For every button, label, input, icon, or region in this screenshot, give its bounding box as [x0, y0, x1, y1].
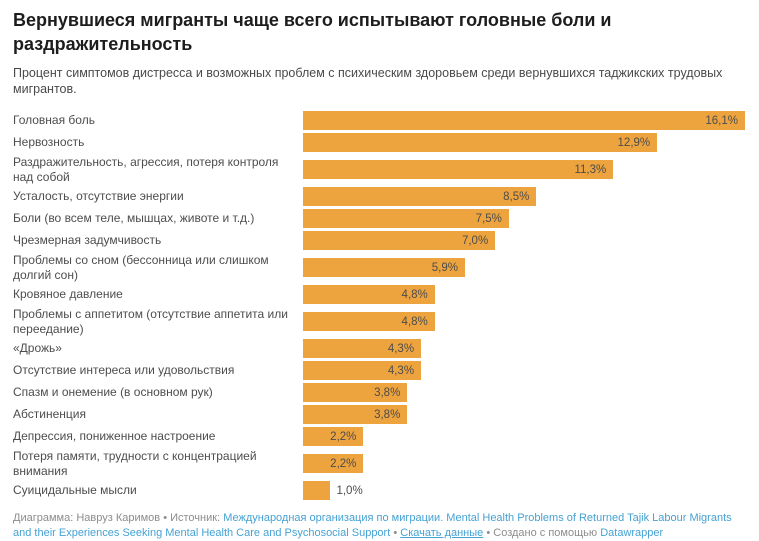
footer-separator: • — [163, 512, 168, 524]
bar-chart: Головная боль 16,1% Нервозность 12,9% Ра… — [13, 111, 745, 500]
bar-row: Депрессия, пониженное настроение 2,2% — [13, 427, 745, 446]
bar-label: Нервозность — [13, 135, 85, 150]
byline: Диаграмма: Навруз Каримов — [13, 512, 161, 524]
bar-area: 8,5% — [303, 187, 745, 206]
bar-value-label: 3,8% — [374, 386, 401, 399]
bar-label: Усталость, отсутствие энергии — [13, 189, 184, 204]
bar: 5,9% — [303, 258, 465, 277]
bar-label: Боли (во всем теле, мышцах, животе и т.д… — [13, 211, 255, 226]
bar-value-label: 2,2% — [330, 430, 357, 443]
bar-area: 7,0% — [303, 231, 745, 250]
bar: 16,1% — [303, 111, 745, 130]
bar-label: Чрезмерная задумчивость — [13, 233, 162, 248]
chart-footer: Диаграмма: Навруз Каримов • Источник: Ме… — [13, 511, 745, 541]
bar-label: Суицидальные мысли — [13, 483, 137, 498]
bar-label: Кровяное давление — [13, 287, 123, 302]
bar-value-label: 4,8% — [401, 315, 428, 328]
bar-value-label: 4,8% — [401, 288, 428, 301]
bar-area: 16,1% — [303, 111, 745, 130]
bar: 2,2% — [303, 427, 364, 446]
bar: 11,3% — [303, 160, 614, 179]
bar-label: Потеря памяти, трудности с концентрацией… — [13, 449, 257, 478]
bar-area: 2,2% — [303, 427, 745, 446]
bar-label: Депрессия, пониженное настроение — [13, 429, 216, 444]
bar-area: 7,5% — [303, 209, 745, 228]
bar: 1,0% — [303, 481, 363, 500]
bar: 3,8% — [303, 405, 408, 424]
bar-label: Проблемы со сном (бессонница или слишком… — [13, 253, 269, 282]
bar: 4,8% — [303, 312, 435, 331]
bar-value-label: 4,3% — [387, 342, 415, 355]
bar-row: Боли (во всем теле, мышцах, животе и т.д… — [13, 209, 745, 228]
bar-area: 3,8% — [303, 383, 745, 402]
bar-row: Кровяное давление 4,8% — [13, 285, 745, 304]
bar: 4,3% — [303, 339, 422, 358]
bar-row: Нервозность 12,9% — [13, 133, 745, 152]
bar-area: 11,3% — [303, 160, 745, 179]
bar-value-label: 2,2% — [330, 457, 357, 470]
bar-area: 2,2% — [303, 454, 745, 473]
bar-label: Раздражительность, агрессия, потеря конт… — [13, 155, 279, 184]
bar: 4,3% — [303, 361, 422, 380]
bar-row: Раздражительность, агрессия, потеря конт… — [13, 155, 745, 184]
bar-row: Проблемы с аппетитом (отсутствие аппетит… — [13, 307, 745, 336]
bar-label: Спазм и онемение (в основном рук) — [13, 385, 213, 400]
bar-row: Суицидальные мысли 1,0% — [13, 481, 745, 500]
bar-row: Спазм и онемение (в основном рук) 3,8% — [13, 383, 745, 402]
bar-value-label: 1,0% — [336, 484, 363, 497]
bar-row: Абстиненция 3,8% — [13, 405, 745, 424]
bar: 12,9% — [303, 133, 658, 152]
bar: 7,0% — [303, 231, 496, 250]
bar-label: Абстиненция — [13, 407, 86, 422]
bar-value-label: 8,5% — [503, 190, 530, 203]
bar-label: «Дрожь» — [13, 341, 62, 356]
chart-subtitle: Процент симптомов дистресса и возможных … — [13, 66, 723, 96]
source-label: Источник: — [170, 512, 221, 524]
bar-row: Отсутствие интереса или удовольствия 4,3… — [13, 361, 745, 380]
bar-value-label: 7,0% — [461, 234, 489, 247]
bar-row: Потеря памяти, трудности с концентрацией… — [13, 449, 745, 478]
bar-area: 12,9% — [303, 133, 745, 152]
bar-row: Проблемы со сном (бессонница или слишком… — [13, 253, 745, 282]
created-with-label: Создано с помощью — [493, 527, 598, 539]
bar: 3,8% — [303, 383, 408, 402]
bar-area: 3,8% — [303, 405, 745, 424]
bar-value-label: 7,5% — [475, 212, 502, 225]
bar-area: 1,0% — [303, 481, 745, 500]
bar-row: «Дрожь» 4,3% — [13, 339, 745, 358]
bar-row: Усталость, отсутствие энергии 8,5% — [13, 187, 745, 206]
bar-row: Чрезмерная задумчивость 7,0% — [13, 231, 745, 250]
bar: 2,2% — [303, 454, 364, 473]
download-data-link[interactable]: Скачать данные — [400, 527, 484, 539]
datawrapper-link[interactable]: Datawrapper — [600, 527, 664, 539]
bar: 7,5% — [303, 209, 509, 228]
footer-separator: • — [393, 527, 398, 539]
bar-value-label: 12,9% — [617, 136, 651, 149]
bar-area: 4,8% — [303, 285, 745, 304]
bar-value-label: 11,3% — [574, 163, 607, 176]
bar: 8,5% — [303, 187, 537, 206]
bar-value-label: 16,1% — [705, 114, 738, 127]
bar-row: Головная боль 16,1% — [13, 111, 745, 130]
bar-label: Головная боль — [13, 113, 95, 128]
bar-value-label: 4,3% — [387, 364, 415, 377]
bar-area: 4,8% — [303, 312, 745, 331]
bar-label: Отсутствие интереса или удовольствия — [13, 363, 235, 378]
bar: 4,8% — [303, 285, 435, 304]
bar-value-label: 3,8% — [374, 408, 401, 421]
bar-value-label: 5,9% — [431, 261, 458, 274]
bar-area: 4,3% — [303, 361, 745, 380]
bar-area: 5,9% — [303, 258, 745, 277]
chart-title: Вернувшиеся мигранты чаще всего испытыва… — [13, 10, 612, 54]
bar-label: Проблемы с аппетитом (отсутствие аппетит… — [13, 307, 288, 336]
bar-area: 4,3% — [303, 339, 745, 358]
footer-separator: • — [486, 527, 491, 539]
